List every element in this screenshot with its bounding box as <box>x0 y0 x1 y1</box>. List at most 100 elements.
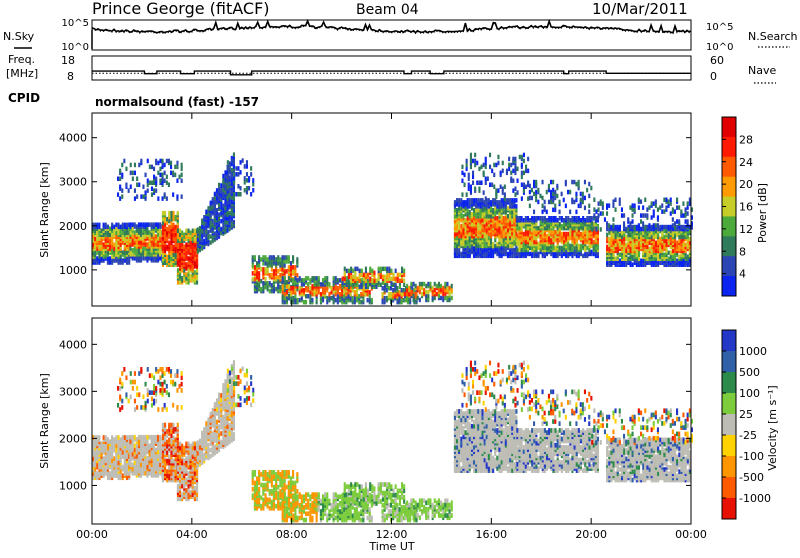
power-cell <box>183 233 185 238</box>
power-cell <box>661 225 663 230</box>
power-cell <box>281 267 283 272</box>
power-cell <box>472 175 474 180</box>
power-cell <box>488 252 490 257</box>
power-cell <box>354 290 356 295</box>
power-cell <box>678 205 680 210</box>
power-cell <box>286 259 288 264</box>
power-cell <box>339 284 341 289</box>
power-cell <box>168 159 170 164</box>
power-cell <box>331 296 333 301</box>
power-cell <box>122 258 124 263</box>
power-cell <box>262 261 264 266</box>
power-cell <box>356 281 358 286</box>
power-cell <box>474 153 476 158</box>
power-cell <box>210 240 212 245</box>
power-cell <box>194 256 196 261</box>
power-cell <box>170 245 172 250</box>
power-cell <box>417 286 419 291</box>
power-cell <box>610 231 612 236</box>
power-cell <box>242 158 244 163</box>
power-cell <box>482 218 484 223</box>
power-cell <box>427 294 429 299</box>
power-cell <box>207 216 209 221</box>
power-cell <box>218 187 220 192</box>
freq-tick-bottom: 8 <box>67 70 74 83</box>
power-cell <box>456 236 458 241</box>
power-cell <box>623 213 625 218</box>
power-cell <box>240 186 242 191</box>
power-cell <box>197 249 199 254</box>
power-cell <box>672 217 674 222</box>
power-cell <box>657 261 659 266</box>
power-cell <box>432 286 434 291</box>
power-cell <box>149 181 151 186</box>
power-cell <box>157 171 159 176</box>
power-cell <box>476 161 478 166</box>
power-cell <box>477 208 479 213</box>
power-cell <box>134 171 136 176</box>
power-cell <box>290 265 292 270</box>
power-cell <box>413 282 415 287</box>
power-cell <box>399 296 401 301</box>
power-cell <box>676 219 678 224</box>
power-cell <box>168 241 170 246</box>
power-cell <box>663 209 665 214</box>
power-cell <box>511 254 513 259</box>
power-cell <box>561 246 563 251</box>
power-cell <box>292 286 294 291</box>
power-cell <box>384 300 386 305</box>
power-cell <box>655 203 657 208</box>
power-cell <box>282 284 284 289</box>
power-cell <box>333 282 335 287</box>
power-cell <box>185 229 187 234</box>
power-cell <box>610 237 612 242</box>
power-cell <box>288 255 290 260</box>
power-cell <box>533 180 535 185</box>
power-cell <box>668 203 670 208</box>
power-cell <box>149 222 151 227</box>
power-cell <box>194 274 196 279</box>
power-cell <box>659 253 661 258</box>
power-cell <box>492 208 494 213</box>
power-cell <box>188 229 190 234</box>
power-cell <box>593 240 595 245</box>
power-cell <box>514 157 516 162</box>
power-cell <box>267 257 269 262</box>
power-cell <box>397 279 399 284</box>
power-cell <box>181 264 183 269</box>
power-cell <box>632 203 634 208</box>
power-cell <box>588 204 590 209</box>
power-cell <box>297 298 299 303</box>
power-cell <box>460 218 462 223</box>
power-cell <box>676 198 678 203</box>
power-cell <box>173 227 175 232</box>
power-cell <box>440 288 442 293</box>
power-cell <box>159 252 161 257</box>
power-cell <box>233 192 235 197</box>
power-cell <box>390 269 392 274</box>
velocity-cell <box>96 450 98 455</box>
power-cell <box>685 243 687 248</box>
power-cell <box>470 188 472 193</box>
power-cell <box>573 200 575 205</box>
power-cell <box>456 226 458 231</box>
power-cell <box>615 207 617 212</box>
power-cell <box>627 237 629 242</box>
power-cell <box>619 198 621 203</box>
power-cell <box>657 215 659 220</box>
power-cell <box>134 196 136 201</box>
power-cell <box>136 224 138 229</box>
power-cell <box>177 229 179 234</box>
power-cell <box>513 214 515 219</box>
power-cell <box>465 206 467 211</box>
power-cell <box>685 219 687 224</box>
power-cell <box>275 275 277 280</box>
power-cell <box>606 237 608 242</box>
power-cell <box>140 248 142 253</box>
power-cell <box>126 256 128 261</box>
power-cell <box>222 225 224 230</box>
power-cell <box>638 198 640 203</box>
power-cell <box>477 244 479 249</box>
power-cell <box>668 199 670 204</box>
power-cell <box>578 204 580 209</box>
